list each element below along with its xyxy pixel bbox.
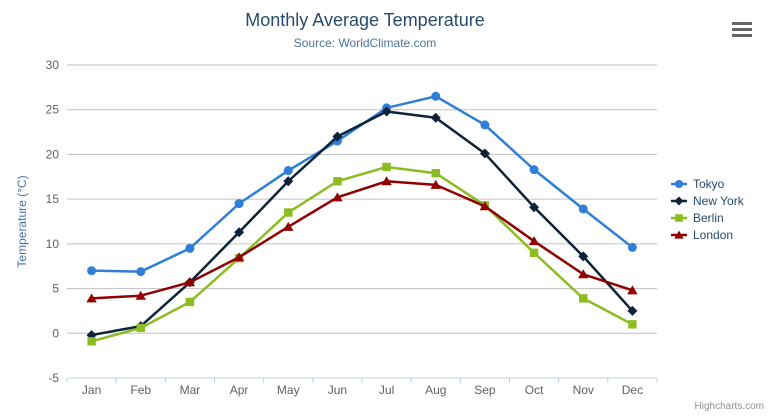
x-axis-label: Oct — [525, 383, 544, 397]
data-point-marker[interactable] — [528, 236, 540, 246]
data-point-marker[interactable] — [333, 177, 342, 186]
y-axis-label: 30 — [46, 58, 60, 72]
legend-item-tokyo[interactable]: Tokyo — [670, 176, 744, 192]
data-point-marker — [674, 196, 684, 206]
data-point-marker[interactable] — [184, 277, 196, 287]
data-point-marker[interactable] — [480, 120, 490, 130]
legend-item-new-york[interactable]: New York — [670, 193, 744, 209]
hamburger-icon — [732, 27, 752, 31]
y-axis-label: 10 — [46, 237, 60, 251]
data-point-marker[interactable] — [382, 162, 391, 172]
legend-label: London — [693, 228, 734, 242]
data-point-marker[interactable] — [529, 248, 539, 257]
circle-legend-icon — [671, 179, 687, 189]
data-point-marker[interactable] — [136, 267, 146, 277]
data-point-marker — [675, 214, 683, 222]
y-axis-label: 20 — [46, 147, 60, 161]
triangle-legend-icon — [671, 230, 687, 239]
y-axis-label: 5 — [52, 282, 59, 296]
data-point-marker[interactable] — [135, 290, 146, 300]
data-point-marker[interactable] — [87, 337, 96, 346]
x-axis-label: Nov — [573, 383, 594, 397]
legend-label: New York — [693, 194, 744, 208]
legend-item-berlin[interactable]: Berlin — [670, 210, 744, 226]
series-new-york[interactable] — [86, 106, 638, 341]
x-axis-label: Jun — [328, 383, 347, 397]
series-line-london[interactable] — [90, 180, 634, 300]
data-point-marker[interactable] — [430, 179, 441, 189]
x-axis-label: May — [277, 383, 300, 397]
data-point-marker[interactable] — [185, 297, 195, 307]
data-point-marker[interactable] — [234, 199, 244, 209]
data-point-marker[interactable] — [136, 323, 145, 333]
data-point-marker[interactable] — [479, 148, 490, 159]
data-point-marker[interactable] — [381, 176, 392, 186]
x-axis-label: Sep — [474, 383, 496, 397]
hamburger-icon — [732, 33, 752, 37]
data-point-marker[interactable] — [283, 221, 294, 231]
legend-item-london[interactable]: London — [670, 227, 744, 243]
data-point-marker[interactable] — [284, 208, 293, 217]
series-line-tokyo[interactable] — [90, 95, 634, 273]
y-axis-label: -5 — [48, 371, 59, 385]
data-point-marker[interactable] — [431, 91, 441, 101]
data-point-marker[interactable] — [578, 251, 589, 262]
data-point-marker[interactable] — [233, 252, 245, 262]
x-axis-label: Jul — [379, 383, 394, 397]
y-axis-label: 15 — [46, 192, 60, 206]
legend: Tokyo New York Berlin London — [670, 176, 744, 243]
data-point-marker[interactable] — [430, 112, 441, 123]
square-legend-icon — [671, 214, 687, 222]
credits-link[interactable]: Highcharts.com — [694, 401, 764, 412]
data-point-marker[interactable] — [283, 176, 294, 187]
data-point-marker[interactable] — [283, 166, 293, 176]
data-point-marker[interactable] — [185, 243, 195, 253]
legend-label: Berlin — [693, 211, 724, 225]
data-point-marker[interactable] — [431, 169, 440, 178]
x-axis-label: Feb — [130, 383, 151, 397]
data-point-marker[interactable] — [579, 294, 588, 303]
y-axis-title: Temperature (°C) — [15, 175, 29, 267]
y-axis-label: 25 — [46, 103, 60, 117]
data-point-marker[interactable] — [529, 202, 540, 213]
data-point-marker[interactable] — [627, 305, 638, 316]
data-point-marker[interactable] — [332, 131, 343, 142]
x-axis-label: Mar — [180, 383, 201, 397]
series-line-berlin[interactable] — [90, 165, 634, 343]
data-point-marker[interactable] — [332, 192, 343, 202]
data-point-marker[interactable] — [627, 242, 637, 252]
data-point-marker[interactable] — [529, 165, 539, 175]
data-point-marker[interactable] — [578, 269, 589, 279]
x-axis-label: Jan — [82, 383, 101, 397]
data-point-marker[interactable] — [479, 201, 491, 211]
data-point-marker[interactable] — [381, 106, 392, 117]
export-menu-button[interactable] — [732, 19, 756, 39]
x-axis-label: Dec — [622, 383, 643, 397]
y-axis-label: 0 — [52, 326, 59, 340]
legend-label: Tokyo — [693, 177, 725, 191]
data-point-marker — [674, 230, 684, 239]
series-london[interactable] — [86, 176, 638, 303]
data-point-marker[interactable] — [627, 285, 638, 295]
x-axis-label: Apr — [230, 383, 249, 397]
hamburger-icon — [732, 21, 752, 25]
series-line-new-york[interactable] — [90, 110, 634, 337]
data-point-marker — [674, 179, 684, 189]
series-tokyo[interactable] — [87, 91, 637, 277]
data-point-marker[interactable] — [234, 227, 245, 238]
data-point-marker[interactable] — [628, 320, 637, 329]
chart-subtitle: Source: WorldClimate.com — [293, 36, 437, 50]
data-point-marker[interactable] — [86, 293, 97, 303]
data-point-marker[interactable] — [87, 266, 97, 276]
diamond-legend-icon — [671, 196, 687, 206]
data-point-marker[interactable] — [578, 204, 588, 214]
chart-title: Monthly Average Temperature — [245, 10, 485, 30]
x-axis-label: Aug — [425, 383, 446, 397]
